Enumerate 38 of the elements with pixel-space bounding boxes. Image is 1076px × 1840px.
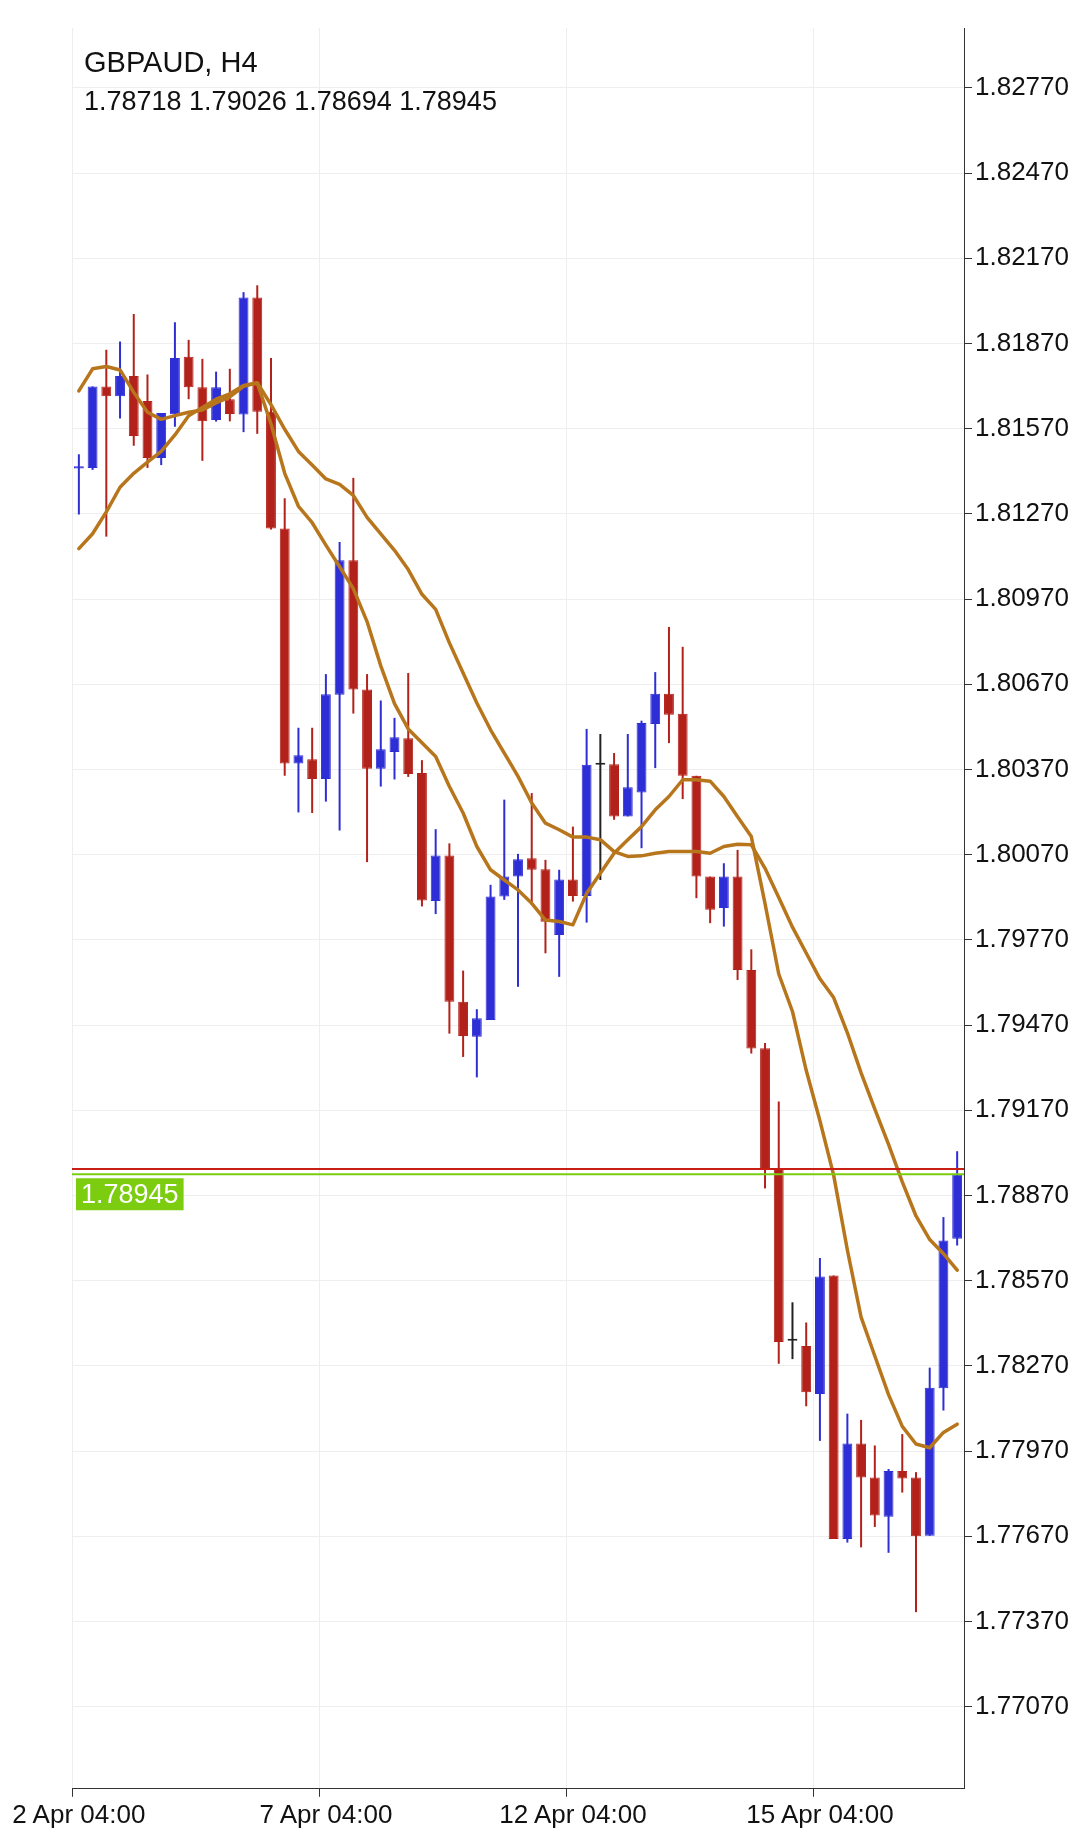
candlestick	[897, 1433, 908, 1494]
y-tick-label: 1.80970	[975, 582, 1069, 613]
y-tick-label: 1.78570	[975, 1263, 1069, 1294]
candlestick	[115, 340, 125, 420]
candlestick	[664, 625, 674, 745]
text: GBPAUD, H4	[84, 46, 258, 78]
y-tick-label: 1.79470	[975, 1008, 1069, 1039]
candlestick	[293, 726, 304, 814]
y-tick-label: 1.77670	[975, 1519, 1069, 1550]
y-tick-label: 1.82170	[975, 241, 1069, 272]
y-tick-label: 1.81870	[975, 326, 1069, 357]
x-tick-label: 12 Apr 04:00	[499, 1798, 647, 1829]
x-tick-label: 2 Apr 04:00	[12, 1798, 146, 1829]
y-tick-label: 1.77370	[975, 1604, 1069, 1635]
y-tick-label: 1.79770	[975, 923, 1069, 954]
y-tick-label: 1.82770	[975, 71, 1069, 102]
y-tick-label: 1.78870	[975, 1178, 1069, 1209]
y-tick-label: 1.81570	[975, 411, 1069, 442]
y-tick-label: 1.80670	[975, 667, 1069, 698]
candlestick	[389, 716, 400, 781]
y-tick-label: 1.77970	[975, 1434, 1069, 1465]
candlestick	[307, 726, 318, 814]
x-tick-label: 15 Apr 04:00	[746, 1798, 894, 1829]
x-tick-label: 7 Apr 04:00	[259, 1798, 393, 1829]
ref-line-label: 1.78945	[81, 1178, 179, 1209]
y-tick-label: 1.78270	[975, 1349, 1069, 1380]
y-tick-label: 1.80070	[975, 837, 1069, 868]
text: 1.78718 1.79026 1.78694 1.78945	[84, 86, 497, 116]
y-tick-label: 1.79170	[975, 1093, 1069, 1124]
candlestick	[101, 348, 112, 538]
candlestick	[375, 699, 386, 788]
y-tick-label: 1.80370	[975, 752, 1069, 783]
y-tick-label: 1.82470	[975, 156, 1069, 187]
candlestick	[567, 825, 578, 903]
y-tick-label: 1.81270	[975, 497, 1069, 528]
candlestick	[513, 852, 523, 988]
y-tick-label: 1.77070	[975, 1689, 1069, 1720]
candlestick	[471, 1008, 482, 1079]
